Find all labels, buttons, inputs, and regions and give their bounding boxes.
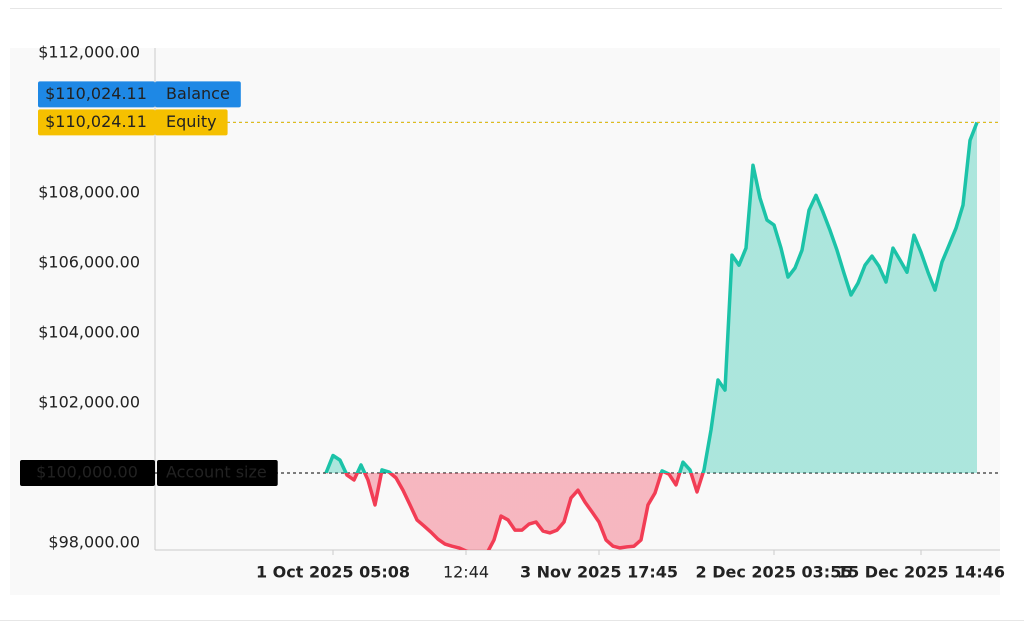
x-tick-label: 12:44 [443, 563, 489, 582]
x-tick-label: 15 Dec 2025 14:46 [837, 563, 1005, 582]
baseline-value-badge [20, 460, 155, 487]
x-tick-label: 1 Oct 2025 05:08 [256, 563, 410, 582]
marker-name-badge [155, 109, 228, 136]
y-tick-label: $98,000.00 [48, 533, 140, 552]
baseline-value: $100,000.00 [36, 463, 138, 482]
line [324, 121, 979, 550]
marker-name-badge [155, 81, 241, 108]
y-tick-label: $102,000.00 [38, 393, 140, 412]
marker-value-badge [38, 109, 155, 136]
baseline-name-badge [157, 460, 278, 487]
plot [324, 121, 979, 550]
baseline-name: Account size [166, 463, 267, 482]
y-tick-label: $108,000.00 [38, 183, 140, 202]
x-tick-label: 2 Dec 2025 03:55 [696, 563, 853, 582]
marker-value-badge [38, 81, 155, 108]
y-tick-label: $104,000.00 [38, 323, 140, 342]
y-tick-label: $112,000.00 [38, 43, 140, 62]
marker-name: Equity [166, 112, 217, 131]
marker-name: Balance [166, 84, 230, 103]
y-tick-label: $106,000.00 [38, 253, 140, 272]
area [326, 122, 977, 550]
x-tick-label: 3 Nov 2025 17:45 [520, 563, 678, 582]
marker-value: $110,024.11 [45, 112, 147, 131]
marker-value: $110,024.11 [45, 84, 147, 103]
